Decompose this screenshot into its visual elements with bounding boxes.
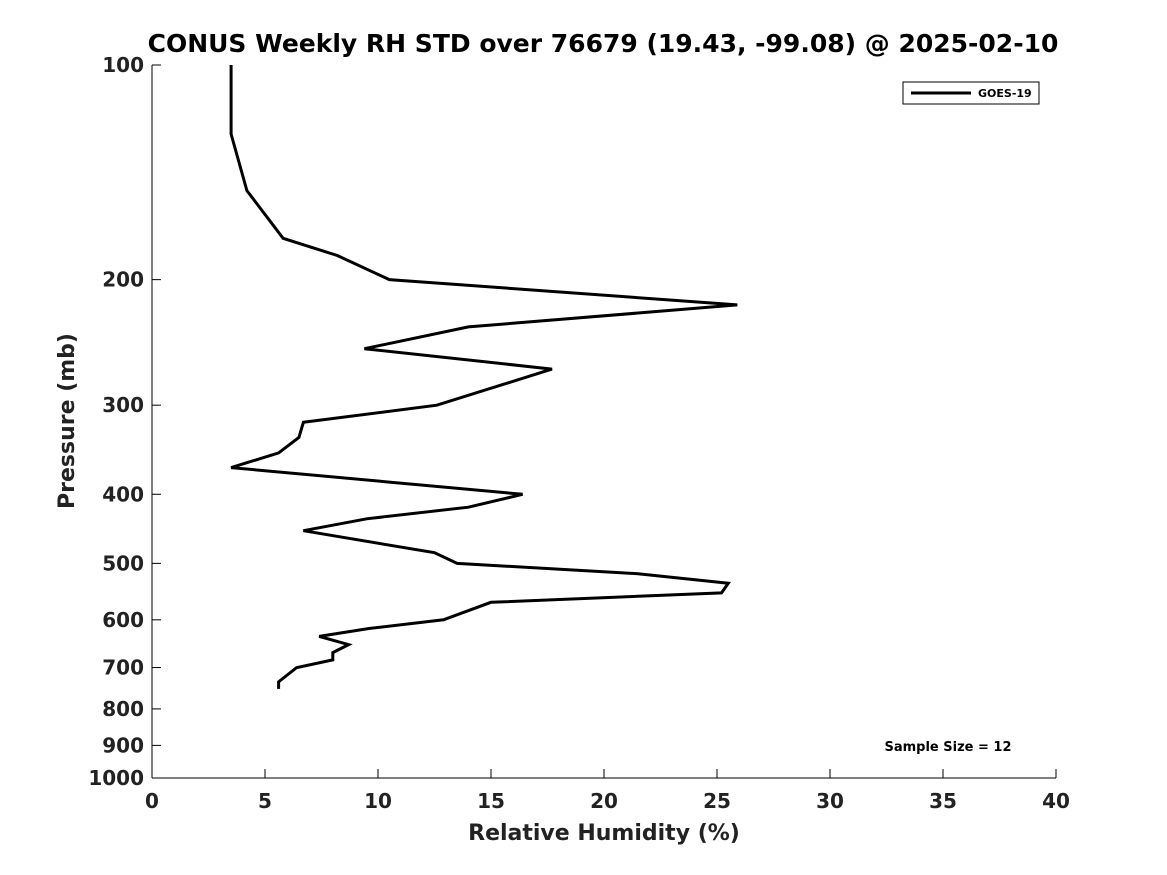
y-tick-label: 1000	[88, 766, 144, 790]
x-tick-label: 40	[1042, 789, 1070, 813]
x-tick-label: 20	[590, 789, 618, 813]
axes	[151, 65, 1056, 779]
series-line-goes-19	[229, 65, 738, 689]
y-axis-ticks: 100 200 300 400 500 600 700 800 900 1000	[88, 53, 161, 790]
x-tick-label: 15	[477, 789, 505, 813]
chart-title: CONUS Weekly RH STD over 76679 (19.43, -…	[148, 29, 1059, 58]
x-axis-ticks: 0 5 10 15 20 25 30 35 40	[145, 769, 1070, 813]
y-tick-label: 300	[102, 393, 144, 417]
x-tick-label: 35	[929, 789, 957, 813]
x-axis-label: Relative Humidity (%)	[468, 821, 740, 846]
x-tick-label: 5	[258, 789, 272, 813]
y-tick-label: 900	[102, 733, 144, 757]
y-axis-label: Pressure (mb)	[55, 333, 80, 509]
y-tick-label: 700	[102, 656, 144, 680]
y-tick-label: 400	[102, 482, 144, 506]
x-tick-label: 30	[816, 789, 844, 813]
legend: GOES-19	[902, 81, 1040, 105]
y-tick-label: 200	[102, 268, 144, 292]
y-tick-label: 500	[102, 551, 144, 575]
sample-size-annotation: Sample Size = 12	[884, 740, 1011, 755]
x-tick-label: 0	[145, 789, 159, 813]
y-tick-label: 800	[102, 697, 144, 721]
y-tick-label: 600	[102, 608, 144, 632]
x-tick-label: 10	[364, 789, 392, 813]
x-tick-label: 25	[703, 789, 731, 813]
series-layer	[229, 64, 738, 690]
y-tick-label: 100	[102, 53, 144, 77]
legend-label-goes-19: GOES-19	[978, 87, 1032, 100]
